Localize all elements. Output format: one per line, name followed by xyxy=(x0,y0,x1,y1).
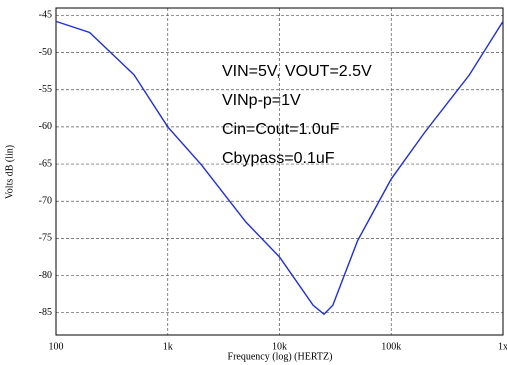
annotation: Cbypass=0.1uF xyxy=(222,150,335,167)
plot-frame xyxy=(55,7,504,336)
line-series xyxy=(55,20,504,316)
x-tick-label: 1x xyxy=(498,341,507,352)
y-tick-label: -55 xyxy=(39,84,52,95)
x-tick-label: 100k xyxy=(381,341,401,352)
y-tick-label: -50 xyxy=(39,47,52,58)
y-tick-label: -85 xyxy=(39,307,52,318)
annotation: VIN=5V, VOUT=2.5V xyxy=(222,63,372,80)
y-tick-label: -60 xyxy=(39,121,52,132)
y-tick-label: -75 xyxy=(39,233,52,244)
x-axis-label: Frequency (log) (HERTZ) xyxy=(228,351,333,362)
y-tick-label: -45 xyxy=(39,10,52,21)
y-tick-label: -70 xyxy=(39,196,52,207)
y-tick-label: -65 xyxy=(39,158,52,169)
annotation: VINp-p=1V xyxy=(222,92,301,109)
x-tick-label: 100 xyxy=(49,341,64,352)
x-tick-label: 1k xyxy=(163,341,173,352)
y-tick-label: -80 xyxy=(39,270,52,281)
y-axis-label: Volts dB (lin) xyxy=(4,145,15,199)
annotation: Cin=Cout=1.0uF xyxy=(222,121,340,138)
x-tick-label: 10k xyxy=(272,341,287,352)
